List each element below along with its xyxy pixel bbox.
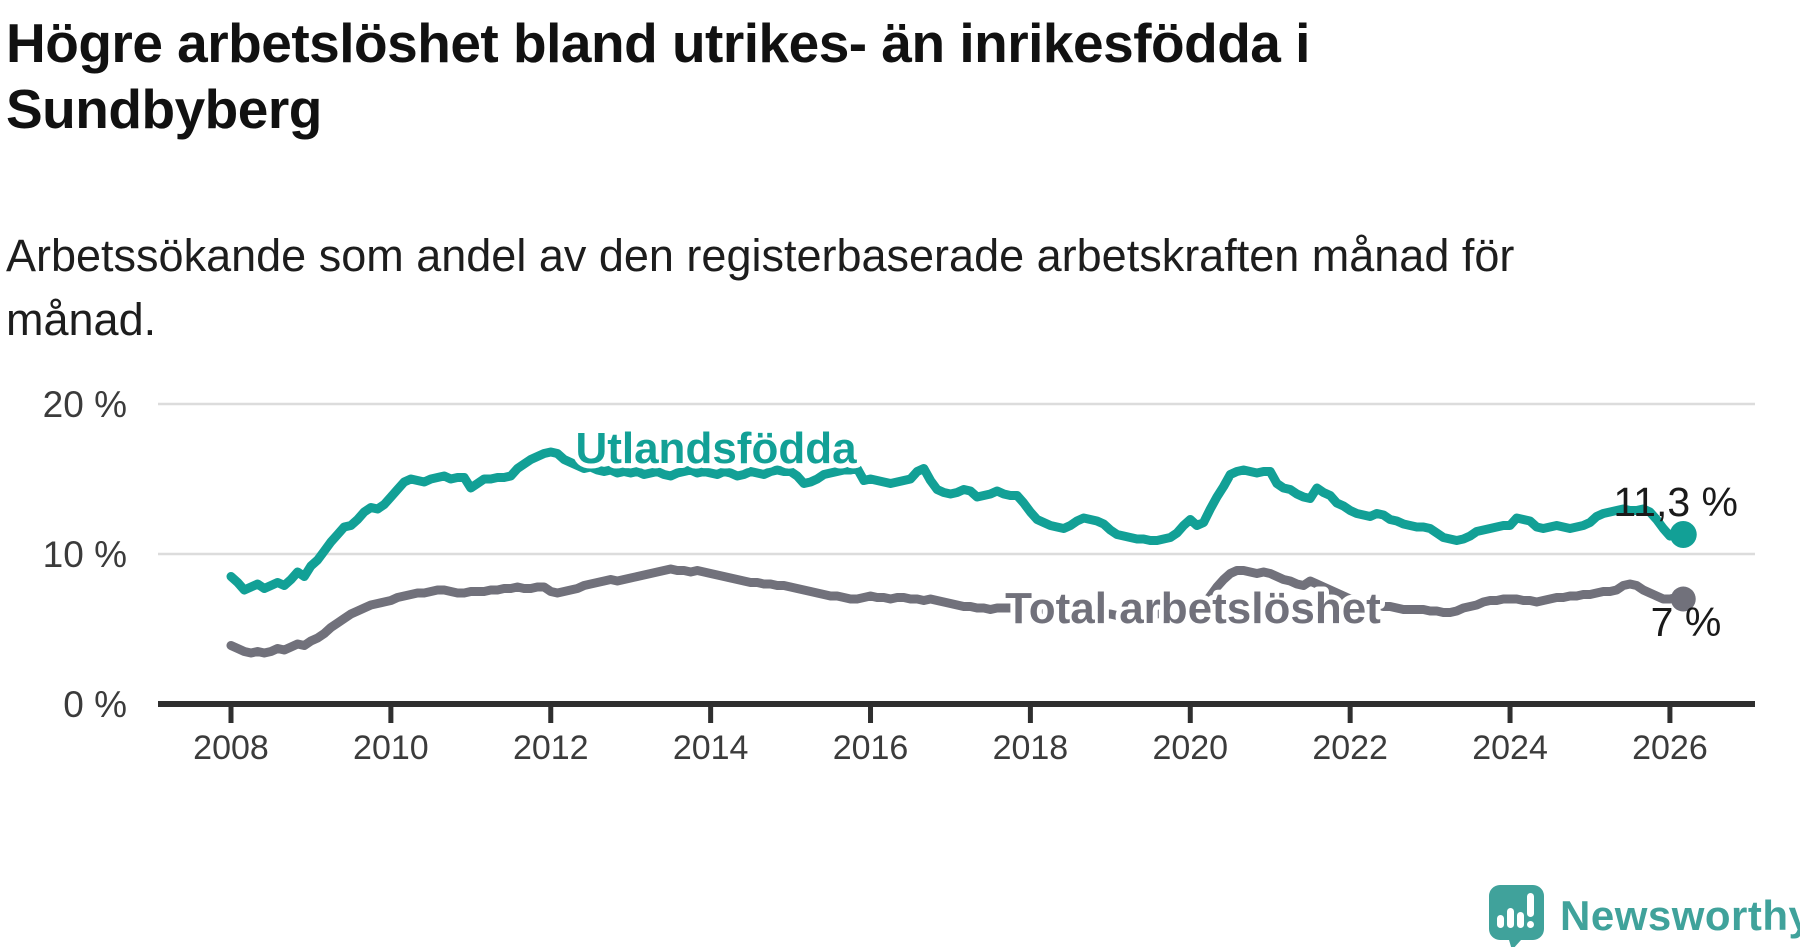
newsworthy-branding: Newsworthy bbox=[1488, 884, 1800, 947]
end-dot-total bbox=[1670, 586, 1696, 612]
series-line-total bbox=[226, 564, 1688, 658]
x-axis: 2008 2010 2012 2014 2016 2018 2020 2022 2024 2026 bbox=[158, 701, 1755, 767]
series-lines bbox=[226, 447, 1688, 658]
x-tick-label-2014: 2014 bbox=[673, 729, 749, 767]
gridlines bbox=[158, 402, 1755, 556]
x-tick-label-2010: 2010 bbox=[353, 729, 429, 767]
x-tick-label-2012: 2012 bbox=[513, 729, 589, 767]
x-tick-label-2024: 2024 bbox=[1472, 729, 1548, 767]
series-label-utlandsfodda: Utlandsfödda bbox=[575, 424, 857, 473]
end-dot-utlandsfodda bbox=[1669, 521, 1697, 548]
speech-bubble-shape bbox=[1489, 885, 1544, 947]
x-tick-label-2016: 2016 bbox=[833, 729, 909, 767]
x-tick-label-2020: 2020 bbox=[1152, 729, 1228, 767]
x-tick-label-2008: 2008 bbox=[193, 729, 269, 767]
x-tick-label-2018: 2018 bbox=[993, 729, 1069, 767]
bar-chart-glyph bbox=[1497, 908, 1524, 928]
page-title: Högre arbetslöshet bland utrikes- än inr… bbox=[6, 10, 1766, 142]
series-label-total: Total arbetslöshet bbox=[1005, 584, 1381, 633]
chart-subtitle: Arbetssökande som andel av den registerb… bbox=[6, 224, 1766, 352]
y-tick-label-10: 10 % bbox=[43, 534, 127, 575]
subtitle-line-2: månad. bbox=[6, 294, 157, 345]
y-tick-label-0: 0 % bbox=[63, 684, 127, 725]
brand-name: Newsworthy bbox=[1560, 891, 1800, 939]
series-line-utlandsfodda bbox=[226, 447, 1688, 595]
title-line-1: Högre arbetslöshet bland utrikes- än inr… bbox=[6, 12, 1310, 74]
x-tick-label-2026: 2026 bbox=[1632, 729, 1708, 767]
y-tick-label-20: 20 % bbox=[43, 384, 127, 425]
y-axis-labels: 0 % 10 % 20 % bbox=[43, 384, 127, 725]
subtitle-line-1: Arbetssökande som andel av den registerb… bbox=[6, 230, 1515, 281]
end-value-label-total: 7 % bbox=[1651, 599, 1722, 645]
exclamation-glyph bbox=[1527, 893, 1534, 928]
title-line-2: Sundbyberg bbox=[6, 78, 322, 140]
end-dots bbox=[1669, 521, 1697, 612]
newsworthy-logo-icon bbox=[1489, 885, 1544, 947]
end-value-label-utlandsfodda: 11,3 % bbox=[1613, 479, 1738, 525]
x-tick-label-2022: 2022 bbox=[1312, 729, 1388, 767]
